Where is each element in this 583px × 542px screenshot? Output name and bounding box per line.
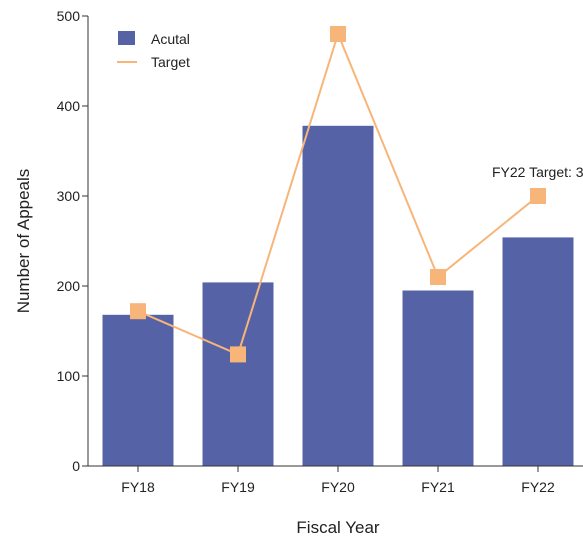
target-point-fy20	[330, 26, 346, 42]
bar-fy20	[302, 125, 374, 467]
fy22-target-annotation: FY22 Target: 30	[492, 164, 583, 180]
x-tick-label: FY18	[121, 479, 155, 495]
legend-label-target: Target	[151, 54, 190, 70]
y-ticks: 0 100 200 300 400 500	[57, 8, 88, 474]
target-point-fy21	[430, 269, 446, 285]
y-axis-title: Number of Appeals	[14, 169, 33, 314]
target-line	[130, 26, 546, 363]
target-point-fy22	[530, 188, 546, 204]
y-tick-label: 400	[57, 98, 81, 114]
y-tick-label: 100	[57, 368, 81, 384]
x-tick-label: FY19	[221, 479, 255, 495]
x-tick-label: FY22	[521, 479, 555, 495]
x-ticks: FY18 FY19 FY20 FY21 FY22	[121, 466, 555, 495]
legend-label-acutal: Acutal	[151, 31, 190, 47]
x-tick-label: FY21	[421, 479, 455, 495]
y-tick-label: 0	[72, 458, 80, 474]
legend: Acutal Target	[117, 31, 190, 70]
x-axis-title: Fiscal Year	[296, 518, 379, 537]
bar-fy18	[102, 314, 174, 466]
target-point-fy18	[130, 303, 146, 320]
y-tick-label: 300	[57, 188, 81, 204]
bar-fy21	[402, 290, 474, 466]
y-tick-label: 500	[57, 8, 81, 24]
bars	[102, 125, 574, 467]
bar-fy22	[502, 237, 574, 466]
axes	[87, 16, 583, 467]
y-tick-label: 200	[57, 278, 81, 294]
bar-fy19	[202, 282, 274, 466]
x-tick-label: FY20	[321, 479, 355, 495]
target-point-fy19	[230, 346, 246, 363]
legend-swatch-acutal	[118, 31, 135, 45]
